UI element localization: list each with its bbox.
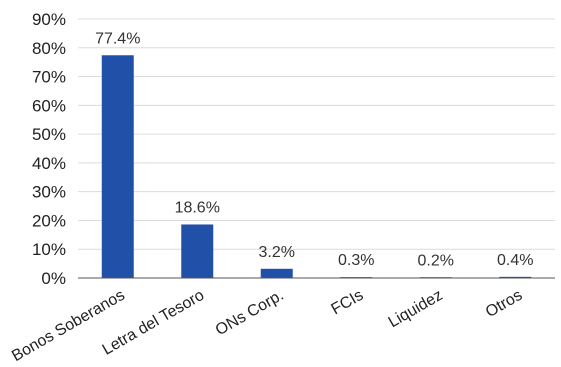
bar: [101, 55, 134, 279]
bar-data-label: 0.3%: [338, 252, 374, 269]
y-tick-label: 50%: [32, 125, 66, 144]
y-tick-label: 30%: [32, 183, 66, 202]
y-tick-label: 20%: [32, 211, 66, 230]
data-labels: 77.4% 18.6% 3.2% 0.3% 0.2% 0.4%: [95, 30, 533, 269]
category-label: FCIs: [328, 287, 366, 319]
y-tick-label: 90%: [32, 10, 66, 29]
y-axis-tick-labels: 0% 10% 20% 30% 40% 50% 60% 70% 80% 90%: [32, 10, 66, 288]
y-tick-label: 70%: [32, 68, 66, 87]
category-label: Otros: [483, 287, 525, 321]
gridlines: [78, 18, 555, 250]
bar-data-label: 77.4%: [95, 30, 140, 47]
bars: [101, 55, 532, 279]
bar-data-label: 3.2%: [259, 244, 295, 261]
y-tick-label: 0%: [41, 269, 66, 288]
y-tick-label: 60%: [32, 96, 66, 115]
y-tick-label: 10%: [32, 240, 66, 259]
bar: [499, 276, 532, 278]
bar-data-label: 18.6%: [175, 199, 220, 216]
category-label: ONs Corp.: [213, 287, 287, 340]
y-tick-label: 80%: [32, 39, 66, 58]
category-label: Liquidez: [386, 287, 446, 332]
bar: [181, 224, 214, 278]
bar-data-label: 0.2%: [418, 252, 454, 269]
bar-data-label: 0.4%: [497, 252, 533, 269]
y-tick-label: 40%: [32, 154, 66, 173]
bar: [260, 268, 293, 278]
